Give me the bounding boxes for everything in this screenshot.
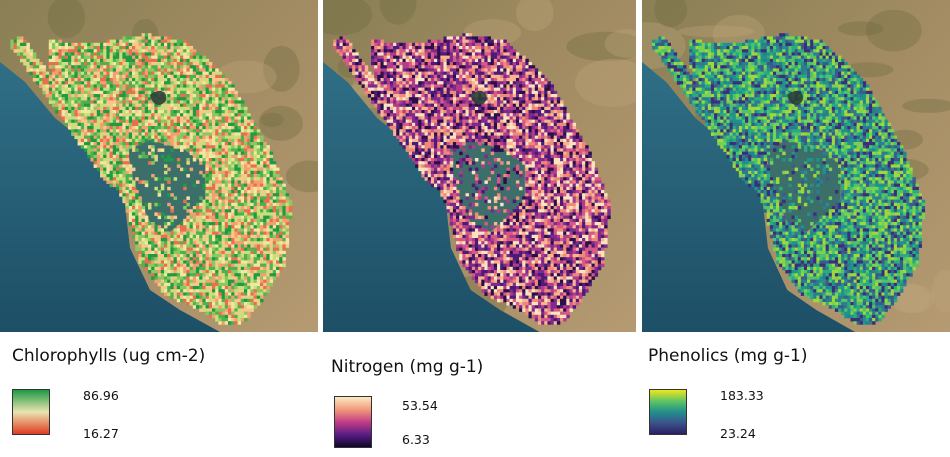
chlorophylls-map — [0, 0, 318, 332]
ramp-min-label: 6.33 — [402, 432, 430, 447]
ramp-min-label: 23.24 — [720, 426, 756, 441]
color-ramp — [649, 389, 687, 435]
nitrogen-map — [323, 0, 636, 332]
legend-title: Nitrogen (mg g-1) — [331, 357, 484, 377]
legend-title: Phenolics (mg g-1) — [648, 346, 808, 366]
raster-overlay — [652, 33, 926, 325]
ramp-max-label: 183.33 — [720, 388, 764, 403]
color-ramp — [334, 396, 372, 448]
ramp-max-label: 53.54 — [402, 398, 438, 413]
color-ramp — [12, 389, 50, 435]
raster-overlay — [333, 33, 611, 325]
ramp-max-label: 86.96 — [83, 388, 119, 403]
ramp-min-label: 16.27 — [83, 426, 119, 441]
phenolics-map — [642, 0, 950, 332]
legend-title: Chlorophylls (ug cm-2) — [12, 346, 206, 366]
